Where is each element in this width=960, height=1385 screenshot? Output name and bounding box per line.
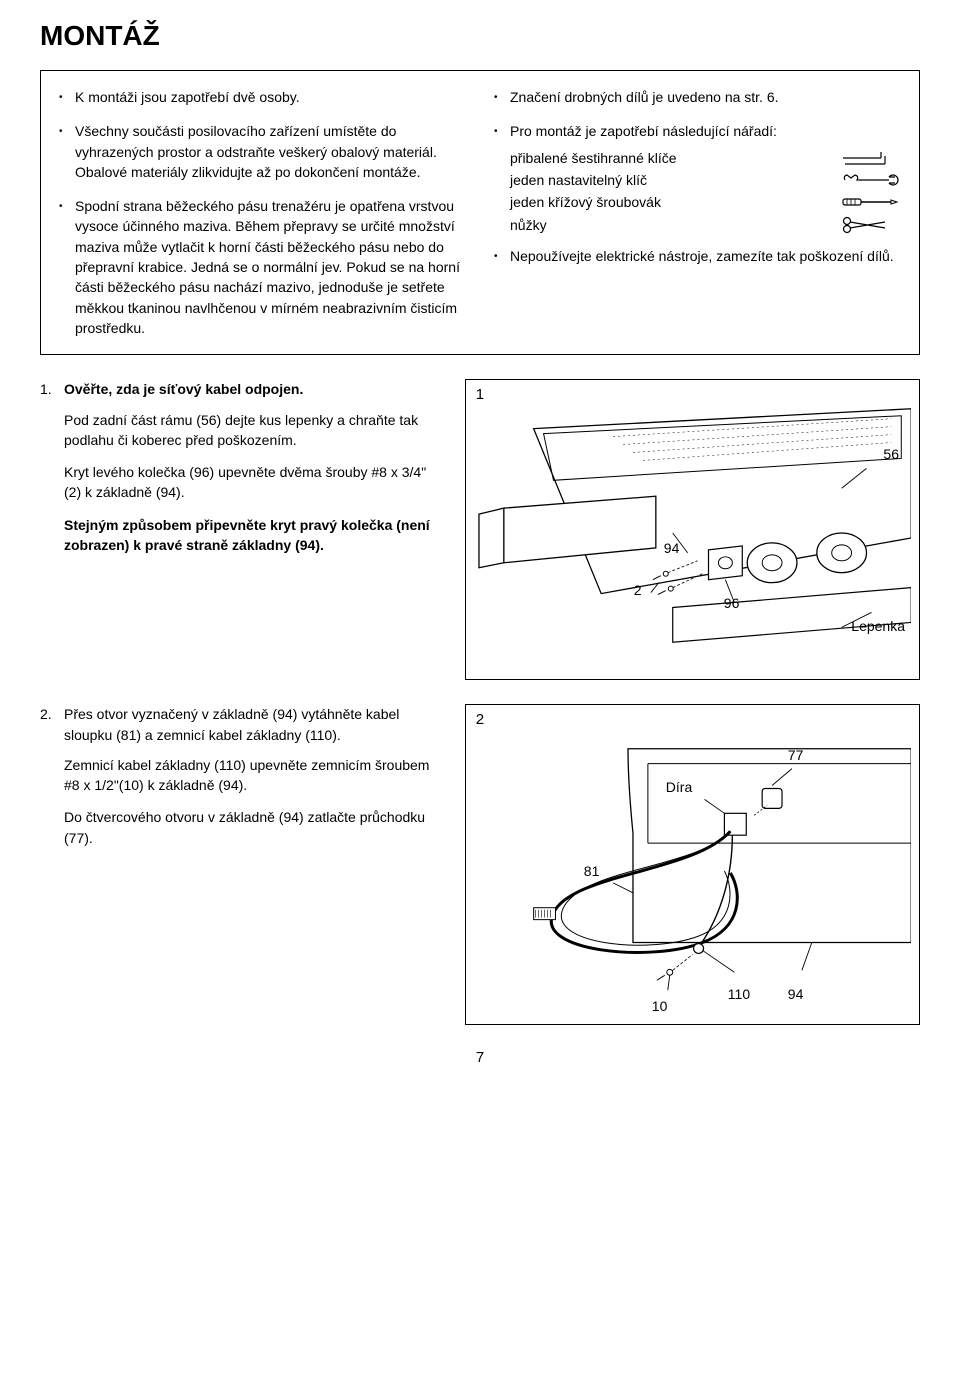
callout-56: 56 — [883, 446, 899, 462]
tool-label: přibalené šestihranné klíče — [510, 150, 841, 166]
figure-2: 2 — [465, 704, 920, 1025]
bullet-text: Všechny součásti posilovacího zařízení u… — [75, 121, 466, 182]
bullet-dot: • — [59, 121, 75, 182]
bullet-text: Značení drobných dílů je uvedeno na str.… — [510, 87, 901, 107]
intro-bullet: • Značení drobných dílů je uvedeno na st… — [494, 87, 901, 107]
bullet-text: Spodní strana běžeckého pásu trenažéru j… — [75, 196, 466, 338]
step-number: 2. — [40, 704, 64, 745]
bullet-text: K montáži jsou zapotřebí dvě osoby. — [75, 87, 466, 107]
step-paragraph: Do čtvercového otvoru v základně (94) za… — [64, 807, 445, 848]
bullet-dot: • — [494, 121, 510, 141]
callout-110: 110 — [728, 986, 750, 1002]
step-2: 2. Přes otvor vyznačený v základně (94) … — [40, 704, 920, 1025]
intro-bullet: • Všechny součásti posilovacího zařízení… — [59, 121, 466, 182]
scissors-icon — [841, 216, 901, 234]
page-number: 7 — [40, 1049, 920, 1066]
step-paragraph: Kryt levého kolečka (96) upevněte dvěma … — [64, 462, 445, 503]
bullet-text: Nepoužívejte elektrické nástroje, zamezí… — [510, 246, 901, 266]
callout-96: 96 — [724, 595, 740, 611]
intro-bullet: • Pro montáž je zapotřebí následující ná… — [494, 121, 901, 141]
callout-lepenka: Lepenka — [851, 618, 905, 634]
figure-1-svg — [474, 388, 911, 668]
page-title: MONTÁŽ — [40, 20, 920, 52]
step-paragraph: Stejným způsobem připevněte kryt pravý k… — [64, 515, 445, 556]
intro-bullet: • Spodní strana běžeckého pásu trenažéru… — [59, 196, 466, 338]
step-paragraph: Pod zadní část rámu (56) dejte kus lepen… — [64, 410, 445, 451]
tool-row: jeden nastavitelný klíč — [494, 172, 901, 188]
figure-number: 1 — [476, 386, 484, 403]
callout-77: 77 — [788, 747, 804, 763]
intro-bullet: • Nepoužívejte elektrické nástroje, zame… — [494, 246, 901, 266]
callout-dira: Díra — [666, 779, 692, 795]
step-1-text: 1. Ověřte, zda je síťový kabel odpojen. … — [40, 379, 445, 680]
tool-label: nůžky — [510, 217, 841, 233]
step-1: 1. Ověřte, zda je síťový kabel odpojen. … — [40, 379, 920, 680]
callout-2: 2 — [634, 582, 642, 598]
intro-left-col: • K montáži jsou zapotřebí dvě osoby. • … — [59, 87, 466, 338]
hex-key-icon — [841, 150, 901, 166]
intro-right-col: • Značení drobných dílů je uvedeno na st… — [494, 87, 901, 338]
tool-label: jeden křížový šroubovák — [510, 194, 841, 210]
screwdriver-icon — [841, 195, 901, 209]
figure-1: 1 — [465, 379, 920, 680]
callout-81: 81 — [584, 863, 600, 879]
bullet-dot: • — [494, 246, 510, 266]
tool-row: jeden křížový šroubovák — [494, 194, 901, 210]
step-paragraph: Zemnicí kabel základny (110) upevněte ze… — [64, 755, 445, 796]
bullet-dot: • — [59, 196, 75, 338]
tool-row: nůžky — [494, 216, 901, 234]
bullet-dot: • — [59, 87, 75, 107]
intro-bullet: • K montáži jsou zapotřebí dvě osoby. — [59, 87, 466, 107]
callout-94: 94 — [664, 540, 680, 556]
wrench-icon — [841, 172, 901, 188]
bullet-dot: • — [494, 87, 510, 107]
callout-10: 10 — [652, 998, 668, 1014]
figure-number: 2 — [476, 711, 484, 728]
callout-94: 94 — [788, 986, 804, 1002]
bullet-text: Pro montáž je zapotřebí následující nářa… — [510, 121, 901, 141]
tool-label: jeden nastavitelný klíč — [510, 172, 841, 188]
tool-row: přibalené šestihranné klíče — [494, 150, 901, 166]
step-paragraph: Přes otvor vyznačený v základně (94) vyt… — [64, 704, 445, 745]
intro-box: • K montáži jsou zapotřebí dvě osoby. • … — [40, 70, 920, 355]
step-heading: Ověřte, zda je síťový kabel odpojen. — [64, 379, 303, 399]
step-number: 1. — [40, 379, 64, 399]
step-2-text: 2. Přes otvor vyznačený v základně (94) … — [40, 704, 445, 1025]
figure-2-svg — [474, 713, 911, 1013]
